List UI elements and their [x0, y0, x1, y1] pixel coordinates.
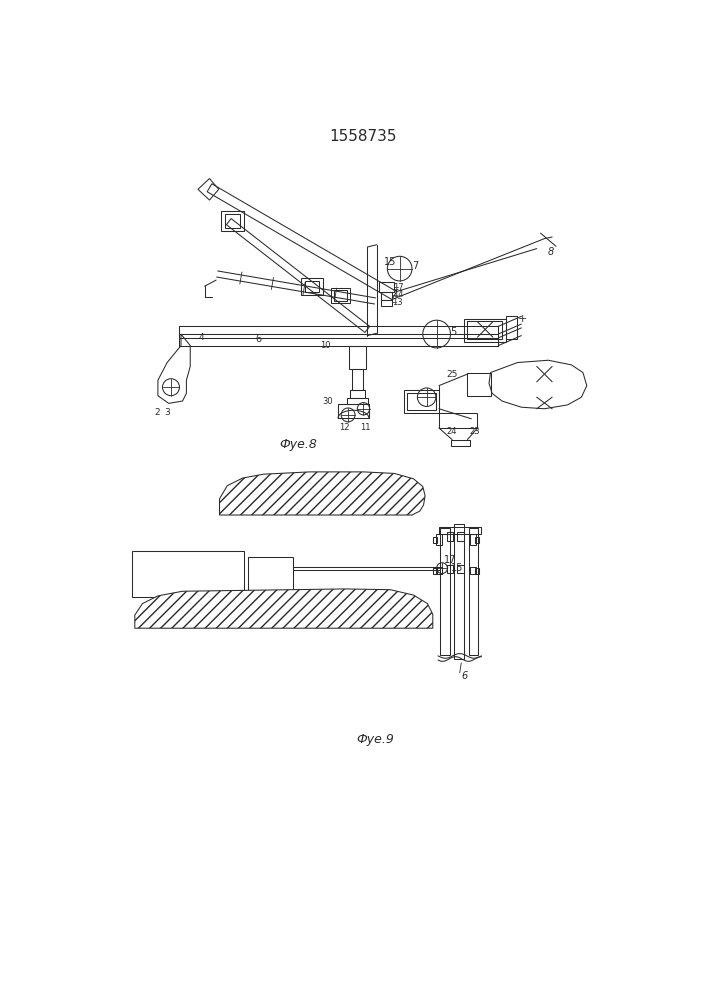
Bar — [475, 537, 479, 544]
Text: Фуе.8: Фуе.8 — [279, 438, 317, 451]
Bar — [440, 528, 450, 655]
Text: 15: 15 — [385, 257, 397, 267]
Bar — [457, 532, 464, 541]
Bar — [439, 527, 481, 534]
Text: 11: 11 — [361, 424, 371, 432]
Text: 23: 23 — [470, 427, 481, 436]
Bar — [436, 534, 442, 545]
Bar — [447, 532, 452, 541]
Bar — [334, 290, 347, 301]
Bar — [379, 282, 395, 292]
Bar — [346, 398, 368, 404]
Bar — [305, 281, 319, 292]
Bar — [469, 534, 476, 545]
Text: Фуе.9: Фуе.9 — [356, 733, 394, 746]
Text: 6: 6 — [255, 334, 261, 344]
Text: 1558735: 1558735 — [329, 129, 397, 144]
Bar — [433, 537, 437, 544]
Bar — [475, 568, 479, 574]
Text: +: + — [518, 314, 527, 324]
Text: 7: 7 — [412, 261, 419, 271]
Bar — [225, 214, 240, 228]
Text: 14: 14 — [393, 290, 404, 299]
Bar — [221, 211, 244, 231]
Text: 17: 17 — [393, 283, 404, 292]
Bar — [447, 565, 452, 573]
Bar — [352, 369, 363, 390]
Text: 3: 3 — [164, 408, 170, 417]
Text: 30: 30 — [322, 397, 332, 406]
Bar — [381, 300, 392, 306]
Bar — [469, 567, 476, 574]
Bar — [467, 373, 491, 396]
Bar — [350, 390, 365, 398]
Bar — [464, 319, 506, 342]
Text: 15: 15 — [450, 563, 463, 573]
Bar — [404, 389, 439, 413]
Bar — [349, 346, 366, 369]
Polygon shape — [219, 472, 425, 515]
Bar — [132, 551, 244, 597]
Text: 2: 2 — [154, 408, 160, 417]
Text: 4: 4 — [199, 333, 204, 342]
Bar — [457, 565, 464, 573]
Text: 8: 8 — [547, 247, 554, 257]
Bar — [407, 393, 436, 410]
Bar — [506, 316, 518, 339]
Text: 25: 25 — [446, 370, 457, 379]
Text: 6: 6 — [461, 671, 467, 681]
Bar — [338, 404, 369, 418]
Bar — [248, 557, 293, 591]
Text: 5: 5 — [450, 327, 457, 337]
Bar — [331, 288, 351, 303]
Bar — [439, 413, 477, 428]
Text: 10: 10 — [320, 341, 331, 350]
Bar — [381, 292, 392, 300]
Text: 12: 12 — [339, 424, 349, 432]
Text: 24: 24 — [447, 427, 457, 436]
Text: 17: 17 — [444, 555, 457, 565]
Text: 13: 13 — [392, 298, 403, 307]
Bar — [433, 568, 437, 574]
Bar — [450, 440, 469, 446]
Polygon shape — [135, 589, 433, 628]
Bar — [301, 278, 322, 295]
Bar — [454, 524, 464, 659]
Bar — [469, 528, 478, 655]
Bar — [436, 567, 442, 574]
Bar — [467, 321, 502, 339]
